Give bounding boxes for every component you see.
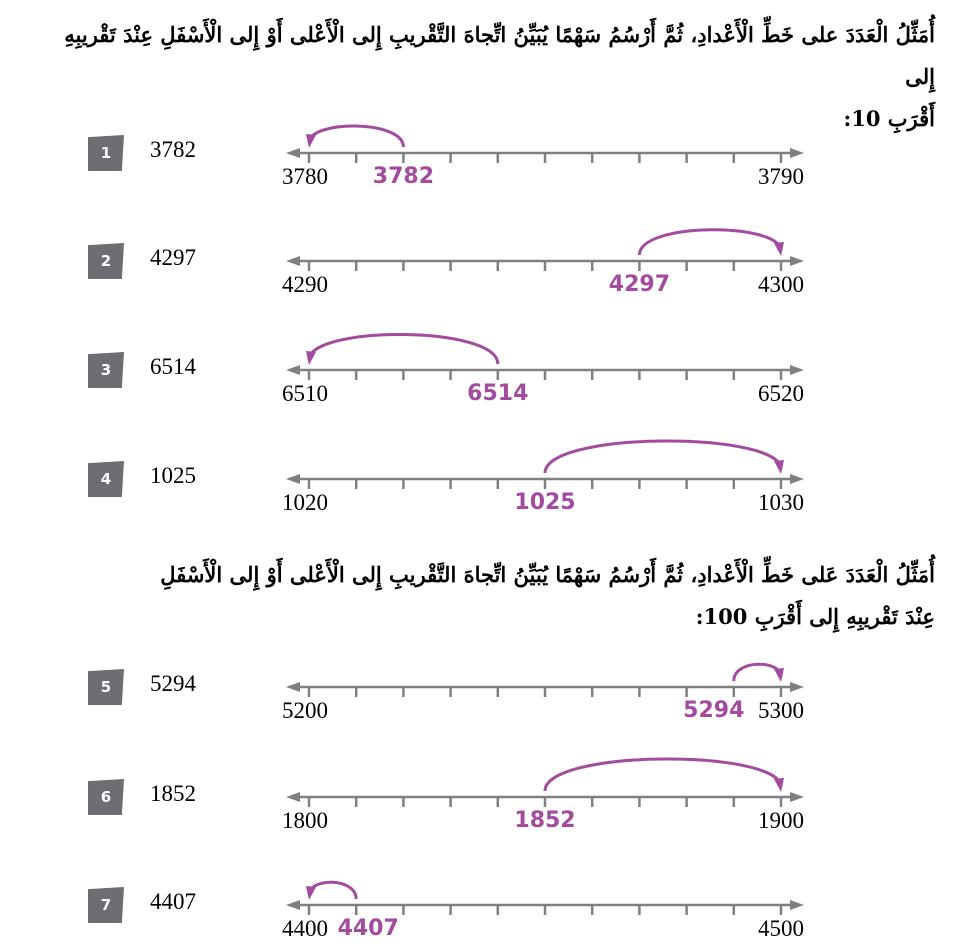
instruction-line: عِنْدَ تَقْريبِهِ إِلى أَقْرَبِ 100:: [695, 604, 935, 629]
number-line: [286, 228, 804, 271]
point-label: 1025: [514, 490, 576, 515]
right-arrow-icon: [790, 256, 804, 266]
number-line: [286, 880, 804, 915]
exercise-number: 3782: [150, 137, 196, 162]
right-arrow-icon: [790, 474, 804, 484]
end-label: 5300: [758, 698, 804, 723]
instruction-line: أُمَثِّلُ الْعَدَدَ عَلى خَطِّ الْأَعْدا…: [160, 562, 935, 587]
arrowhead-icon: [306, 134, 316, 148]
start-label: 4290: [282, 272, 328, 297]
instruction-line: أَقْرَبِ 10:: [843, 106, 935, 131]
exercise-number-badge: 3: [88, 352, 124, 388]
rounding-arc-arrow: [307, 333, 500, 365]
exercise-3: 3 6514 6510 6520 6514: [0, 317, 973, 417]
instruction-line: أُمَثِّلُ الْعَدَدَ على خَطِّ الْأَعْداد…: [64, 22, 935, 89]
rounding-arc-arrow: [307, 880, 358, 900]
rounding-arc-arrow: [732, 662, 783, 682]
point-label: 5294: [683, 698, 745, 723]
start-label: 1800: [282, 808, 328, 833]
right-arrow-icon: [790, 792, 804, 802]
point-label: 6514: [467, 381, 529, 406]
rounding-arc-arrow: [543, 757, 783, 792]
exercise-number-badge: 7: [88, 887, 124, 923]
exercise-number-badge: 6: [88, 779, 124, 815]
exercise-number: 1852: [150, 781, 196, 806]
arrowhead-icon: [774, 460, 784, 474]
start-label: 3780: [282, 164, 328, 189]
point-label: 3782: [372, 164, 435, 189]
exercise-4: 4 1025 1020 1030 1025: [0, 426, 973, 526]
exercise-number: 4407: [150, 889, 196, 914]
left-arrow-icon: [286, 792, 300, 802]
start-label: 1020: [282, 490, 328, 515]
arrowhead-icon: [774, 778, 784, 792]
exercise-number: 1025: [150, 463, 196, 488]
exercise-5: 5 5294 5200 5300 5294: [0, 634, 973, 734]
end-label: 6520: [758, 381, 804, 406]
left-arrow-icon: [286, 365, 300, 375]
exercise-number: 4297: [150, 245, 196, 270]
right-arrow-icon: [790, 365, 804, 375]
number-line: [286, 333, 804, 380]
rounding-arc-arrow: [637, 228, 783, 256]
start-label: 5200: [282, 698, 328, 723]
end-label: 4500: [758, 916, 804, 941]
left-arrow-icon: [286, 682, 300, 692]
start-label: 6510: [282, 381, 328, 406]
instruction-round-to-100: أُمَثِّلُ الْعَدَدَ عَلى خَطِّ الْأَعْدا…: [55, 554, 935, 638]
exercise-number: 5294: [150, 671, 196, 696]
instruction-round-to-10: أُمَثِّلُ الْعَدَدَ على خَطِّ الْأَعْداد…: [55, 14, 935, 140]
end-label: 4300: [758, 272, 804, 297]
exercise-number-badge: 5: [88, 669, 124, 705]
number-line: [286, 439, 804, 489]
right-arrow-icon: [790, 900, 804, 910]
number-line: [286, 124, 804, 163]
left-arrow-icon: [286, 256, 300, 266]
exercise-2: 2 4297 4290 4300 4297: [0, 208, 973, 308]
left-arrow-icon: [286, 474, 300, 484]
arrowhead-icon: [306, 351, 316, 365]
end-label: 1030: [758, 490, 804, 515]
right-arrow-icon: [790, 682, 804, 692]
point-label: 1852: [514, 808, 576, 833]
point-label: 4407: [337, 916, 399, 941]
exercise-number-badge: 4: [88, 461, 124, 497]
right-arrow-icon: [790, 148, 804, 158]
exercise-7: 7 4407 4400 4500 4407: [0, 852, 973, 952]
number-line: [286, 757, 804, 807]
arrowhead-icon: [774, 668, 784, 682]
end-label: 1900: [758, 808, 804, 833]
rounding-arc-arrow: [543, 439, 783, 474]
exercise-6: 6 1852 1800 1900 1852: [0, 744, 973, 844]
number-line: [286, 662, 804, 697]
exercise-number-badge: 1: [88, 135, 124, 171]
exercise-number: 6514: [150, 354, 196, 379]
exercise-number-badge: 2: [88, 243, 124, 279]
arrowhead-icon: [774, 242, 784, 256]
start-label: 4400: [282, 916, 328, 941]
arrowhead-icon: [306, 886, 316, 900]
end-label: 3790: [758, 164, 804, 189]
left-arrow-icon: [286, 148, 300, 158]
left-arrow-icon: [286, 900, 300, 910]
point-label: 4297: [608, 272, 671, 297]
exercise-1: 1 3782 3780 3790 3782: [0, 100, 973, 200]
rounding-arc-arrow: [307, 124, 405, 148]
